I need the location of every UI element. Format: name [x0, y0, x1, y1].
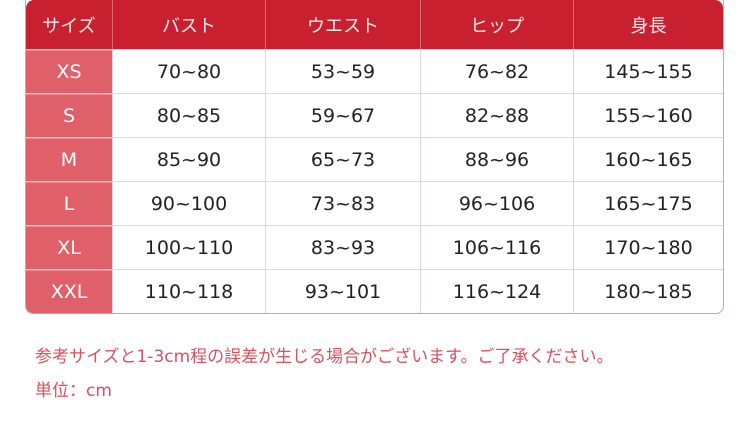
cell-bust: 90~100 — [112, 182, 265, 225]
disclaimer-note: 参考サイズと1-3cm程の誤差が生じる場合がございます。ご了承ください。 — [35, 347, 614, 367]
header-size: サイズ — [42, 15, 96, 37]
cell-hip: 96~106 — [420, 182, 573, 225]
cell-bust: 80~85 — [112, 94, 265, 137]
table-row: L 90~100 73~83 96~106 165~175 — [26, 181, 723, 225]
cell-hip: 116~124 — [420, 270, 573, 313]
unit-note: 単位：cm — [35, 381, 112, 401]
header-bust: バスト — [112, 0, 265, 49]
table-row: XXL 110~118 93~101 116~124 180~185 — [26, 269, 723, 313]
cell-height: 180~185 — [573, 270, 723, 313]
cell-height: 160~165 — [573, 138, 723, 181]
cell-waist: 59~67 — [265, 94, 420, 137]
table-row: XL 100~110 83~93 106~116 170~180 — [26, 225, 723, 269]
cell-size: M — [26, 138, 112, 181]
table-row: S 80~85 59~67 82~88 155~160 — [26, 93, 723, 137]
table-row: XS 70~80 53~59 76~82 145~155 — [26, 49, 723, 93]
cell-size: XS — [26, 50, 112, 93]
header-height: 身長 — [573, 0, 723, 49]
cell-bust: 110~118 — [112, 270, 265, 313]
cell-hip: 76~82 — [420, 50, 573, 93]
table-header-row: サイズ バスト ウエスト ヒップ 身長 — [26, 0, 723, 49]
header-waist: ウエスト — [265, 0, 420, 49]
cell-waist: 83~93 — [265, 226, 420, 269]
cell-bust: 85~90 — [112, 138, 265, 181]
cell-size: L — [26, 182, 112, 225]
cell-waist: 93~101 — [265, 270, 420, 313]
cell-height: 145~155 — [573, 50, 723, 93]
cell-waist: 53~59 — [265, 50, 420, 93]
cell-bust: 100~110 — [112, 226, 265, 269]
cell-size: XL — [26, 226, 112, 269]
cell-hip: 88~96 — [420, 138, 573, 181]
cell-waist: 73~83 — [265, 182, 420, 225]
header-hip: ヒップ — [420, 0, 573, 49]
cell-size: XXL — [26, 270, 112, 313]
cell-bust: 70~80 — [112, 50, 265, 93]
cell-waist: 65~73 — [265, 138, 420, 181]
table-row: M 85~90 65~73 88~96 160~165 — [26, 137, 723, 181]
cell-height: 170~180 — [573, 226, 723, 269]
cell-height: 165~175 — [573, 182, 723, 225]
cell-size: S — [26, 94, 112, 137]
cell-hip: 82~88 — [420, 94, 573, 137]
size-chart-table: サイズ バスト ウエスト ヒップ 身長 XS 70~80 53~59 76~82 145… — [25, 0, 724, 314]
cell-hip: 106~116 — [420, 226, 573, 269]
cell-height: 155~160 — [573, 94, 723, 137]
